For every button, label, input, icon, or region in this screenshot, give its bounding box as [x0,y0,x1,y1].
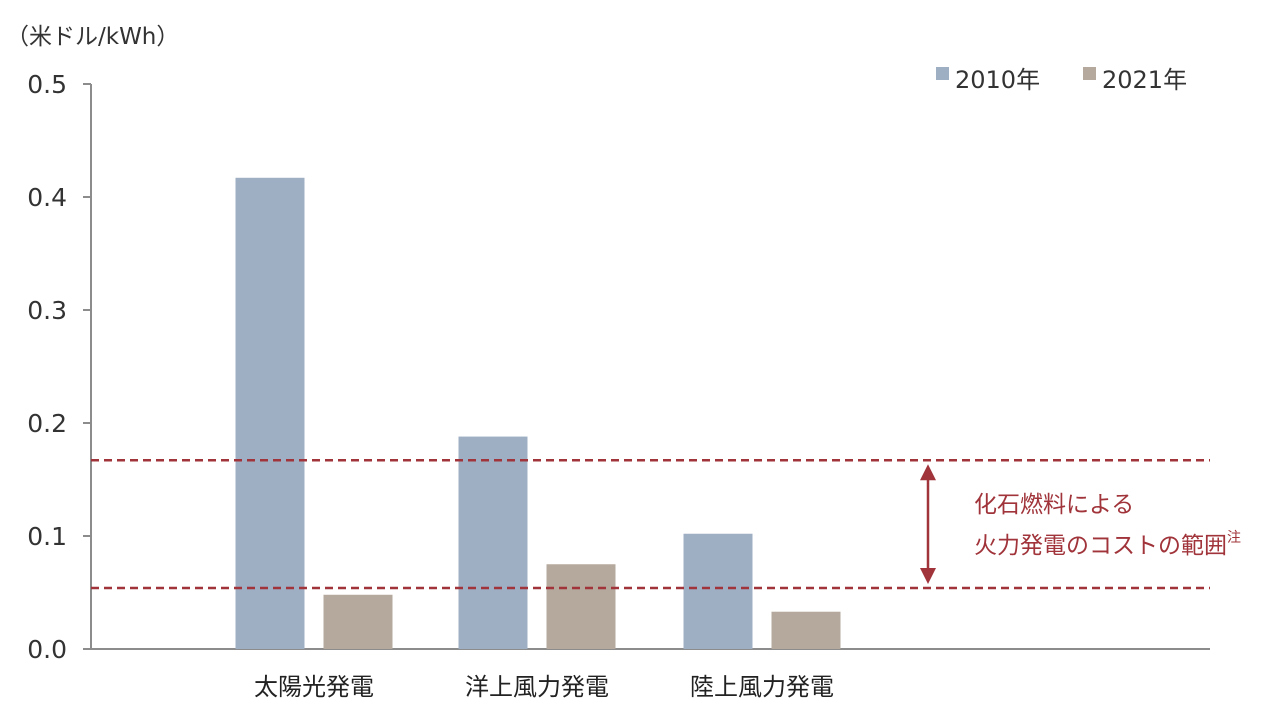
range-annotation-text: 火力発電のコストの範囲 [974,533,1227,559]
range-annotation-line2: 火力発電のコストの範囲注 [974,530,1241,559]
range-arrow-down-head [920,567,936,584]
legend-swatch-1 [936,67,949,80]
x-category-label: 陸上風力発電 [690,673,834,701]
y-tick-label: 0.4 [27,183,67,212]
bar-series-2-2 [546,564,616,649]
y-axis-unit-label: （米ドル/kWh） [6,24,179,50]
legend-label-1: 2010年 [955,66,1040,94]
bar-series-1-3 [683,533,753,649]
x-category-label: 洋上風力発電 [465,673,609,701]
range-annotation-note-marker: 注 [1227,530,1241,546]
category-labels: 太陽光発電 洋上風力発電 陸上風力発電 [254,673,834,701]
y-tick-label: 0.2 [27,409,67,438]
bar-series-1-2 [458,436,528,649]
bar-series-2-3 [771,611,841,649]
y-tick-label: 0.5 [27,70,67,99]
y-tick-label: 0.0 [27,635,67,664]
bar-series-1-1 [235,177,305,650]
y-tick-label: 0.3 [27,296,67,325]
legend: 2010年 2021年 [936,66,1187,94]
range-arrow-up-head [920,464,936,481]
legend-swatch-2 [1083,67,1096,80]
y-axis: 0.0 0.1 0.2 0.3 0.4 0.5 [27,70,92,664]
range-annotation-line1: 化石燃料による [974,492,1134,518]
bar-series-2-1 [323,594,393,649]
bars [235,177,841,650]
legend-label-2: 2021年 [1102,66,1187,94]
y-tick-label: 0.1 [27,522,67,551]
x-category-label: 太陽光発電 [254,673,374,701]
